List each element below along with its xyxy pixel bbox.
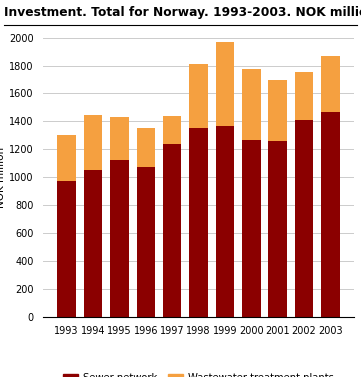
- Bar: [136, 167, 155, 317]
- Bar: [295, 72, 313, 120]
- Bar: [242, 69, 261, 140]
- Bar: [321, 56, 340, 112]
- Y-axis label: NOK million: NOK million: [0, 147, 6, 208]
- Bar: [163, 116, 182, 144]
- Bar: [163, 144, 182, 317]
- Text: Investment. Total for Norway. 1993-2003. NOK million: Investment. Total for Norway. 1993-2003.…: [4, 6, 361, 18]
- Bar: [57, 181, 76, 317]
- Bar: [269, 80, 287, 141]
- Bar: [189, 64, 208, 128]
- Bar: [136, 128, 155, 167]
- Bar: [110, 160, 129, 317]
- Bar: [84, 170, 102, 317]
- Bar: [57, 135, 76, 181]
- Bar: [84, 115, 102, 170]
- Bar: [242, 140, 261, 317]
- Bar: [321, 112, 340, 317]
- Bar: [189, 128, 208, 317]
- Bar: [110, 116, 129, 160]
- Legend: Sewer network, Wastewater treatment plants: Sewer network, Wastewater treatment plan…: [60, 369, 338, 377]
- Bar: [295, 120, 313, 317]
- Bar: [216, 126, 234, 317]
- Bar: [216, 42, 234, 126]
- Bar: [269, 141, 287, 317]
